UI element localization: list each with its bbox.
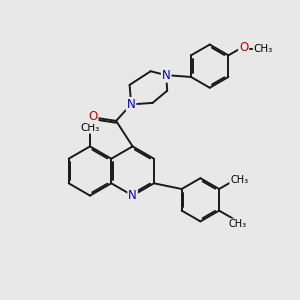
Text: O: O	[88, 110, 98, 123]
Text: CH₃: CH₃	[230, 175, 248, 185]
Text: N: N	[127, 98, 136, 111]
Text: O: O	[239, 40, 248, 54]
Text: CH₃: CH₃	[254, 44, 273, 54]
Text: CH₃: CH₃	[229, 219, 247, 229]
Text: N: N	[128, 189, 137, 202]
Text: N: N	[162, 69, 171, 82]
Text: CH₃: CH₃	[80, 123, 100, 133]
